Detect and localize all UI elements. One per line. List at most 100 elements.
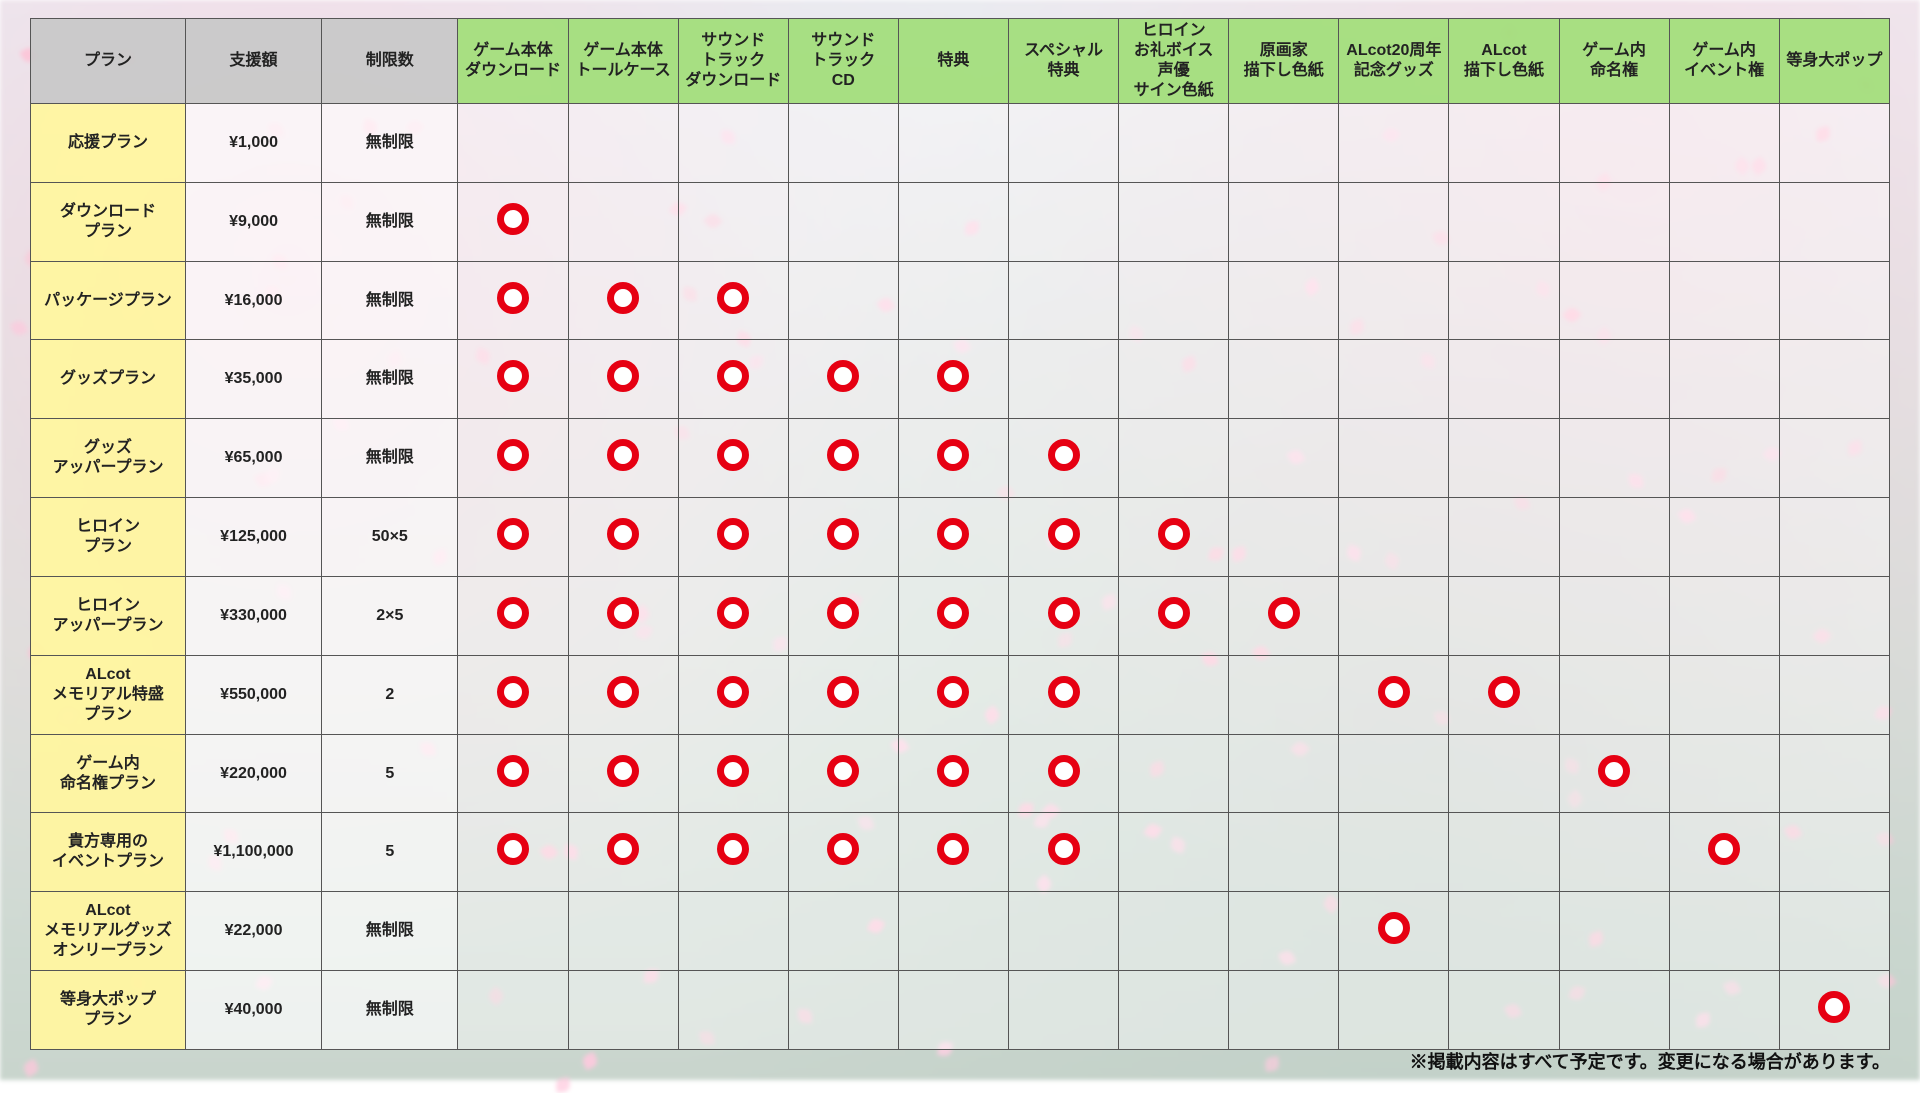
feature-cell	[788, 813, 898, 892]
feature-cell	[1229, 340, 1339, 419]
feature-cell	[458, 971, 568, 1050]
header-feature-8: ALcot20周年記念グッズ	[1339, 19, 1449, 104]
included-icon	[1048, 597, 1080, 629]
feature-cell	[458, 813, 568, 892]
feature-cell	[898, 813, 1008, 892]
table-row: グッズアッパープラン¥65,000無制限	[31, 419, 1890, 498]
plan-price-cell: ¥1,000	[185, 104, 321, 183]
feature-cell	[1008, 340, 1118, 419]
feature-cell	[1669, 734, 1779, 813]
feature-cell	[1119, 261, 1229, 340]
plan-price-cell: ¥35,000	[185, 340, 321, 419]
header-feature-1: ゲーム本体トールケース	[568, 19, 678, 104]
included-icon	[1378, 676, 1410, 708]
feature-cell	[1229, 655, 1339, 734]
feature-cell	[1559, 419, 1669, 498]
feature-cell	[458, 655, 568, 734]
feature-cell	[1229, 104, 1339, 183]
feature-cell	[1779, 261, 1889, 340]
plan-name-cell: グッズアッパープラン	[31, 419, 186, 498]
feature-cell	[1449, 182, 1559, 261]
included-icon	[1158, 518, 1190, 550]
plan-name-cell: ヒロインアッパープラン	[31, 576, 186, 655]
included-icon	[497, 518, 529, 550]
feature-cell	[1119, 419, 1229, 498]
feature-cell	[1339, 261, 1449, 340]
feature-cell	[1229, 498, 1339, 577]
feature-cell	[1779, 971, 1889, 1050]
feature-cell	[1669, 340, 1779, 419]
feature-cell	[568, 971, 678, 1050]
header-feature-6: ヒロインお礼ボイス声優サイン色紙	[1119, 19, 1229, 104]
included-icon	[827, 755, 859, 787]
included-icon	[717, 755, 749, 787]
feature-cell	[898, 419, 1008, 498]
feature-cell	[458, 104, 568, 183]
plan-table-container: プラン支援額制限数ゲーム本体ダウンロードゲーム本体トールケースサウンドトラックダ…	[30, 18, 1890, 1050]
feature-cell	[458, 498, 568, 577]
feature-cell	[678, 734, 788, 813]
included-icon	[1048, 833, 1080, 865]
feature-cell	[568, 261, 678, 340]
feature-cell	[788, 576, 898, 655]
table-row: ゲーム内命名権プラン¥220,0005	[31, 734, 1890, 813]
plan-limit-cell: 5	[322, 734, 458, 813]
included-icon	[717, 282, 749, 314]
feature-cell	[1559, 971, 1669, 1050]
feature-cell	[1449, 971, 1559, 1050]
feature-cell	[1229, 734, 1339, 813]
feature-cell	[1008, 655, 1118, 734]
feature-cell	[1669, 813, 1779, 892]
feature-cell	[788, 104, 898, 183]
plan-limit-cell: 無制限	[322, 340, 458, 419]
feature-cell	[1559, 340, 1669, 419]
feature-cell	[1119, 182, 1229, 261]
header-feature-0: ゲーム本体ダウンロード	[458, 19, 568, 104]
included-icon	[1708, 833, 1740, 865]
plan-limit-cell: 無制限	[322, 419, 458, 498]
included-icon	[607, 439, 639, 471]
plan-price-cell: ¥1,100,000	[185, 813, 321, 892]
feature-cell	[1229, 182, 1339, 261]
feature-cell	[1339, 419, 1449, 498]
included-icon	[607, 360, 639, 392]
included-icon	[497, 755, 529, 787]
feature-cell	[678, 813, 788, 892]
feature-cell	[788, 498, 898, 577]
table-row: ALcotメモリアルグッズオンリープラン¥22,000無制限	[31, 892, 1890, 971]
feature-cell	[1449, 419, 1559, 498]
feature-cell	[1229, 261, 1339, 340]
included-icon	[1818, 991, 1850, 1023]
feature-cell	[1449, 576, 1559, 655]
feature-cell	[788, 971, 898, 1050]
included-icon	[827, 597, 859, 629]
feature-cell	[1119, 498, 1229, 577]
feature-cell	[678, 576, 788, 655]
feature-cell	[678, 261, 788, 340]
feature-cell	[1229, 419, 1339, 498]
included-icon	[937, 676, 969, 708]
plan-price-cell: ¥16,000	[185, 261, 321, 340]
feature-cell	[458, 576, 568, 655]
feature-cell	[898, 104, 1008, 183]
feature-cell	[568, 340, 678, 419]
table-row: ヒロインプラン¥125,00050×5	[31, 498, 1890, 577]
feature-cell	[1669, 971, 1779, 1050]
feature-cell	[1449, 734, 1559, 813]
feature-cell	[898, 576, 1008, 655]
included-icon	[607, 676, 639, 708]
feature-cell	[1119, 971, 1229, 1050]
feature-cell	[1779, 104, 1889, 183]
header-feature-5: スペシャル特典	[1008, 19, 1118, 104]
feature-cell	[678, 971, 788, 1050]
table-row: 等身大ポッププラン¥40,000無制限	[31, 971, 1890, 1050]
feature-cell	[1669, 576, 1779, 655]
feature-cell	[1119, 892, 1229, 971]
feature-cell	[678, 498, 788, 577]
plan-price-cell: ¥550,000	[185, 655, 321, 734]
feature-cell	[458, 734, 568, 813]
feature-cell	[458, 419, 568, 498]
plan-name-cell: ダウンロードプラン	[31, 182, 186, 261]
included-icon	[607, 755, 639, 787]
included-icon	[497, 439, 529, 471]
